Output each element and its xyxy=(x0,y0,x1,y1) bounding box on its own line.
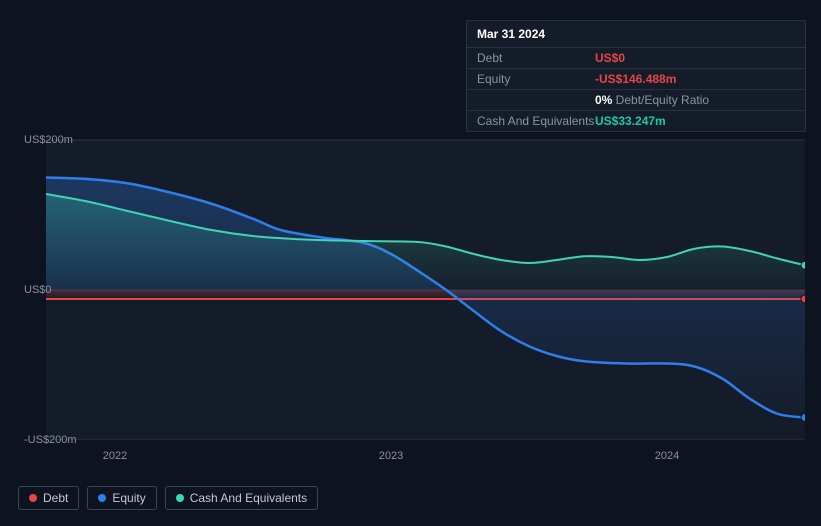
tooltip-row-value: 0% Debt/Equity Ratio xyxy=(595,93,709,107)
tooltip-row: Equity-US$146.488m xyxy=(467,69,805,90)
x-axis-label: 2023 xyxy=(379,450,403,462)
y-axis-label: US$200m xyxy=(24,134,73,146)
tooltip-row-value: -US$146.488m xyxy=(595,72,676,86)
x-axis-label: 2024 xyxy=(655,450,679,462)
tooltip-rows: DebtUS$0Equity-US$146.488m0% Debt/Equity… xyxy=(467,48,805,131)
tooltip-row: DebtUS$0 xyxy=(467,48,805,69)
financial-chart[interactable]: US$200mUS$0-US$200m202220232024 xyxy=(16,120,805,440)
tooltip-row-label: Debt xyxy=(477,51,595,65)
tooltip-row-label: Equity xyxy=(477,72,595,86)
legend-swatch xyxy=(29,494,37,502)
tooltip-row: 0% Debt/Equity Ratio xyxy=(467,90,805,111)
legend-swatch xyxy=(98,494,106,502)
chart-legend: Debt Equity Cash And Equivalents xyxy=(18,486,318,510)
x-axis-label: 2022 xyxy=(103,450,127,462)
legend-item[interactable]: Cash And Equivalents xyxy=(165,486,318,510)
chart-svg xyxy=(16,120,805,440)
legend-label: Debt xyxy=(43,491,68,505)
legend-item[interactable]: Equity xyxy=(87,486,156,510)
legend-item[interactable]: Debt xyxy=(18,486,79,510)
tooltip-row-value: US$33.247m xyxy=(595,114,666,128)
legend-label: Cash And Equivalents xyxy=(190,491,307,505)
tooltip-row: Cash And EquivalentsUS$33.247m xyxy=(467,111,805,131)
tooltip-row-label: Cash And Equivalents xyxy=(477,114,595,128)
legend-swatch xyxy=(176,494,184,502)
tooltip-date: Mar 31 2024 xyxy=(467,21,805,48)
y-axis-label: US$0 xyxy=(24,284,52,296)
hover-tooltip: Mar 31 2024 DebtUS$0Equity-US$146.488m0%… xyxy=(466,20,806,132)
tooltip-row-label xyxy=(477,93,595,107)
legend-label: Equity xyxy=(112,491,145,505)
y-axis-label: -US$200m xyxy=(24,434,77,446)
tooltip-row-value: US$0 xyxy=(595,51,625,65)
